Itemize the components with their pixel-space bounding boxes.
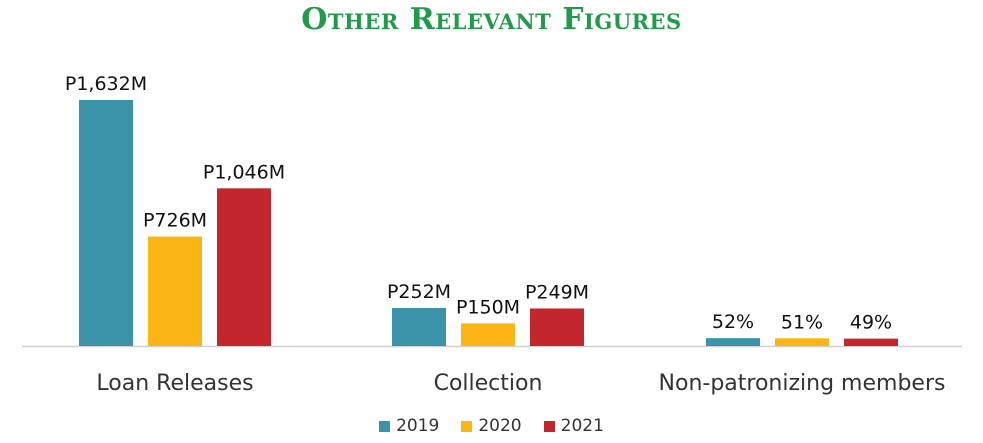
legend-label-2020: 2020	[478, 416, 522, 436]
bar-2019-0	[79, 100, 133, 346]
bar-2021-1	[530, 308, 584, 346]
legend: 2019 2020 2021	[0, 413, 983, 439]
legend-item-2021: 2021	[543, 416, 604, 436]
data-label-2019-1: P252M	[387, 281, 451, 303]
data-label-2019-2: 52%	[712, 311, 754, 333]
legend-swatch-2020	[461, 420, 473, 432]
bar-2020-1	[461, 323, 515, 346]
bar-2021-2	[844, 338, 898, 346]
category-label-2: Non-patronizing members	[659, 371, 946, 396]
category-label-0: Loan Releases	[96, 371, 253, 396]
legend-item-2020: 2020	[461, 416, 522, 436]
chart-title: Other Relevant Figures	[301, 2, 682, 37]
legend-label-2021: 2021	[560, 416, 604, 436]
bar-2019-2	[706, 338, 760, 346]
bar-chart: P1,632M P726M P1,046M Loan Releases P252MP15…	[22, 73, 962, 396]
data-label-2021-1: P249M	[525, 281, 589, 303]
bar-2019-1	[392, 308, 446, 346]
data-label-2020-2: 51%	[781, 311, 823, 333]
data-label-2020-0: P726M	[143, 210, 207, 232]
category-label-1: Collection	[434, 371, 543, 396]
legend-item-2019: 2019	[379, 416, 439, 436]
legend-swatch-2019	[379, 420, 391, 432]
legend-label-2019: 2019	[396, 416, 440, 436]
data-label-2019-0: P1,632M	[65, 73, 147, 95]
bar-2021-0	[217, 188, 271, 346]
data-label-2020-1: P150M	[456, 296, 520, 318]
data-label-2021-2: 49%	[850, 312, 892, 334]
bar-2020-0	[148, 236, 202, 346]
bar-2020-2	[775, 338, 829, 346]
data-label-2021-0: P1,046M	[203, 161, 285, 183]
legend-swatch-2021	[543, 420, 555, 432]
